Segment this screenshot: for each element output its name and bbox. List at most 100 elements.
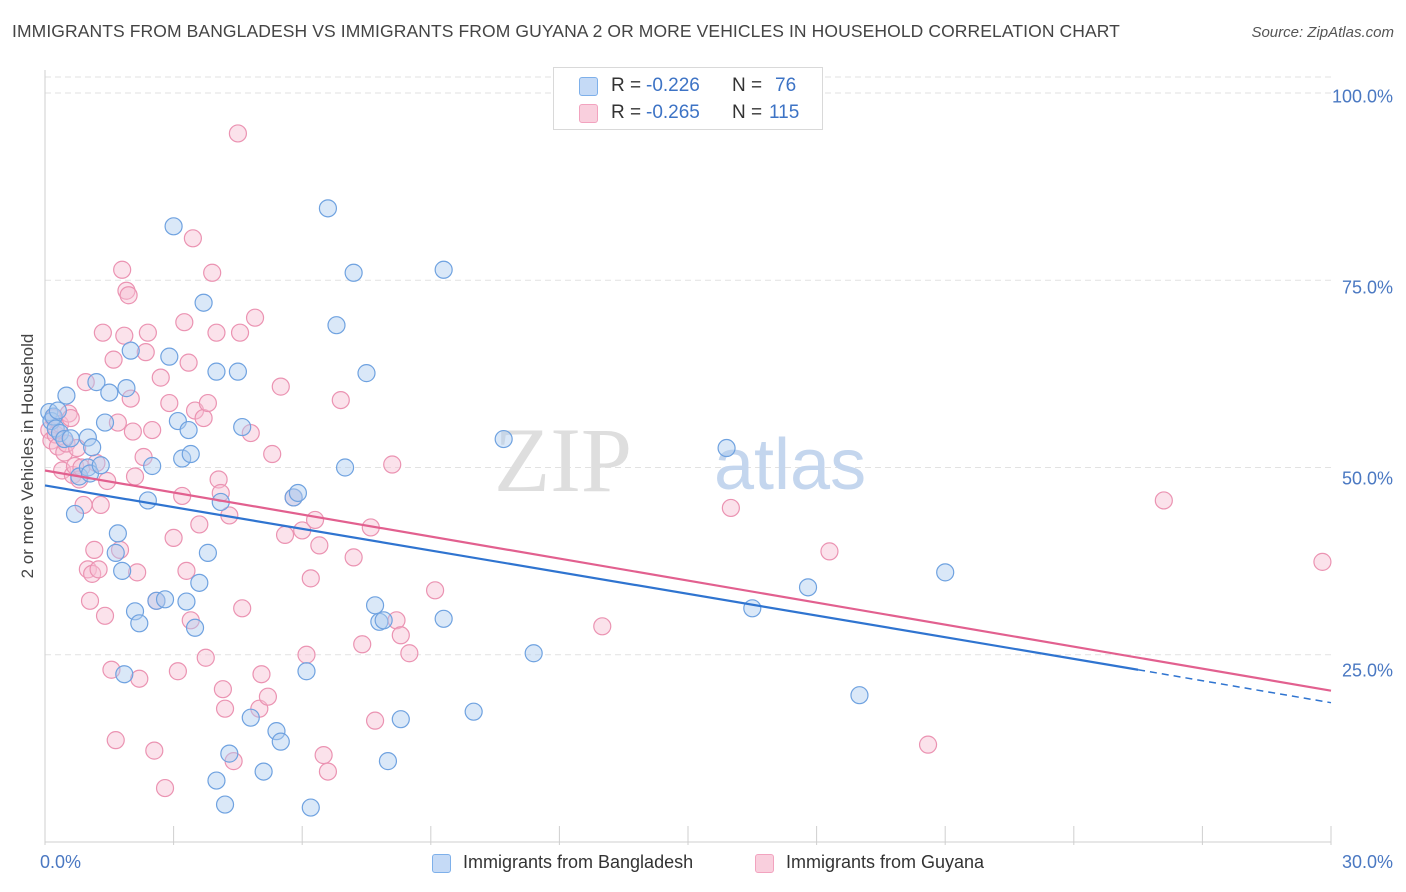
guyana-point (125, 467, 145, 486)
bangladesh-point (374, 611, 393, 630)
r-label: R = (611, 102, 642, 123)
watermark: ZIP atlas (494, 409, 866, 511)
guyana-point (145, 741, 164, 760)
bangladesh-points (40, 199, 955, 817)
axes (44, 70, 1332, 845)
guyana-point (353, 635, 372, 654)
guyana-point (425, 581, 445, 600)
guyana-trend-line (44, 469, 1332, 692)
bangladesh-point (344, 263, 363, 282)
n-label: N = (732, 102, 763, 123)
bangladesh-point (524, 644, 543, 663)
guyana-point (123, 422, 142, 441)
bangladesh-point (57, 386, 76, 405)
guyana-point (104, 350, 123, 369)
y-tick-label-25: 25.0% (1341, 660, 1393, 681)
guyana-point (918, 735, 938, 754)
guyana-point (271, 377, 290, 396)
guyana-point (113, 260, 132, 279)
bangladesh-trend-extension (1137, 668, 1332, 704)
bangladesh-point (106, 543, 125, 562)
bangladesh-point (228, 362, 247, 381)
guyana-point (198, 393, 217, 413)
bangladesh-point (181, 444, 200, 464)
y-axis-label: 2 or more Vehicles in Household (18, 333, 37, 579)
bangladesh-point (91, 456, 110, 475)
guyana-point (245, 308, 265, 327)
guyana-point (93, 323, 112, 342)
bangladesh-point (207, 362, 226, 381)
guyana-point (301, 569, 320, 588)
bangladesh-point (327, 316, 346, 335)
guyana-swatch (579, 104, 598, 123)
guyana-point (252, 665, 271, 684)
bangladesh-point (95, 413, 115, 432)
bangladesh-point (61, 429, 80, 448)
guyana-point (121, 389, 140, 408)
bangladesh-point (220, 744, 239, 763)
legend-label-guyana: Immigrants from Guyana (786, 852, 985, 872)
bangladesh-point (121, 341, 140, 360)
guyana-point (297, 645, 316, 664)
guyana-point (183, 229, 202, 248)
bangladesh-point (434, 260, 453, 279)
chart-title: IMMIGRANTS FROM BANGLADESH VS IMMIGRANTS… (12, 21, 1120, 41)
bangladesh-point (198, 543, 217, 562)
bangladesh-point (297, 662, 316, 681)
guyana-point (164, 528, 183, 548)
bangladesh-point (108, 524, 127, 543)
bangladesh-point (130, 614, 149, 633)
bangladesh-point (100, 383, 119, 402)
guyana-point (258, 687, 278, 706)
bangladesh-point (717, 438, 736, 458)
guyana-point (263, 444, 282, 464)
r-value: -0.265 (646, 102, 700, 123)
guyana-point (190, 515, 209, 534)
guyana-point (230, 323, 250, 342)
guyana-point (209, 470, 228, 489)
bangladesh-point (117, 379, 136, 398)
bangladesh-point (241, 708, 260, 727)
x-tick-label-min: 0.0% (40, 852, 82, 872)
bangladesh-point (138, 491, 157, 510)
source-label: Source: ZipAtlas.com (1251, 24, 1394, 41)
bangladesh-trend-line (44, 484, 1139, 671)
guyana-point (314, 746, 333, 765)
guyana-point (89, 560, 108, 579)
bangladesh-point (936, 563, 955, 582)
guyana-point (383, 455, 402, 474)
guyana-point (95, 606, 115, 625)
bangladesh-point (391, 710, 410, 729)
guyana-point (179, 353, 198, 372)
bangladesh-point (113, 561, 132, 580)
guyana-point (233, 599, 252, 618)
guyana-point (136, 343, 155, 362)
bangladesh-point (434, 609, 453, 628)
guyana-point (155, 778, 175, 798)
guyana-point (76, 373, 95, 392)
bangladesh-point (378, 752, 398, 771)
watermark-zip: ZIP (494, 409, 632, 511)
guyana-point (721, 498, 740, 518)
bangladesh-point (798, 578, 818, 597)
bangladesh-point (173, 449, 192, 468)
guyana-point (207, 323, 226, 342)
bangladesh-point (155, 590, 175, 609)
guyana-point (119, 286, 138, 305)
r-value: -0.226 (646, 75, 700, 96)
bangladesh-point (160, 347, 179, 366)
bangladesh-point (87, 373, 106, 392)
y-tick-label-100: 100.0% (1331, 86, 1393, 107)
bangladesh-point (233, 417, 252, 437)
guyana-point (318, 762, 338, 781)
guyana-point (151, 368, 170, 387)
guyana-point (1313, 552, 1332, 571)
bangladesh-point (271, 732, 290, 751)
bangladesh-point (318, 199, 338, 218)
x-tick-label-max: 30.0% (1341, 852, 1393, 872)
bangladesh-point (78, 428, 97, 447)
bangladesh-point (177, 592, 196, 611)
guyana-point (593, 617, 612, 636)
guyana-point (80, 591, 100, 610)
